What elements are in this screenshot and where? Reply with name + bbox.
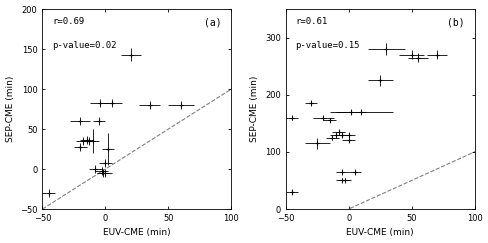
- X-axis label: EUV-CME (min): EUV-CME (min): [346, 228, 414, 237]
- Text: (b): (b): [447, 17, 465, 27]
- Y-axis label: SEP-CME (min): SEP-CME (min): [5, 76, 15, 142]
- X-axis label: EUV-CME (min): EUV-CME (min): [103, 228, 171, 237]
- Y-axis label: SEP-CME (min): SEP-CME (min): [250, 76, 259, 142]
- Text: (a): (a): [204, 17, 222, 27]
- Text: r=0.61: r=0.61: [295, 17, 327, 26]
- Text: r=0.69: r=0.69: [52, 17, 84, 26]
- Text: p-value=0.02: p-value=0.02: [52, 41, 117, 50]
- Text: p-value=0.15: p-value=0.15: [295, 41, 360, 50]
